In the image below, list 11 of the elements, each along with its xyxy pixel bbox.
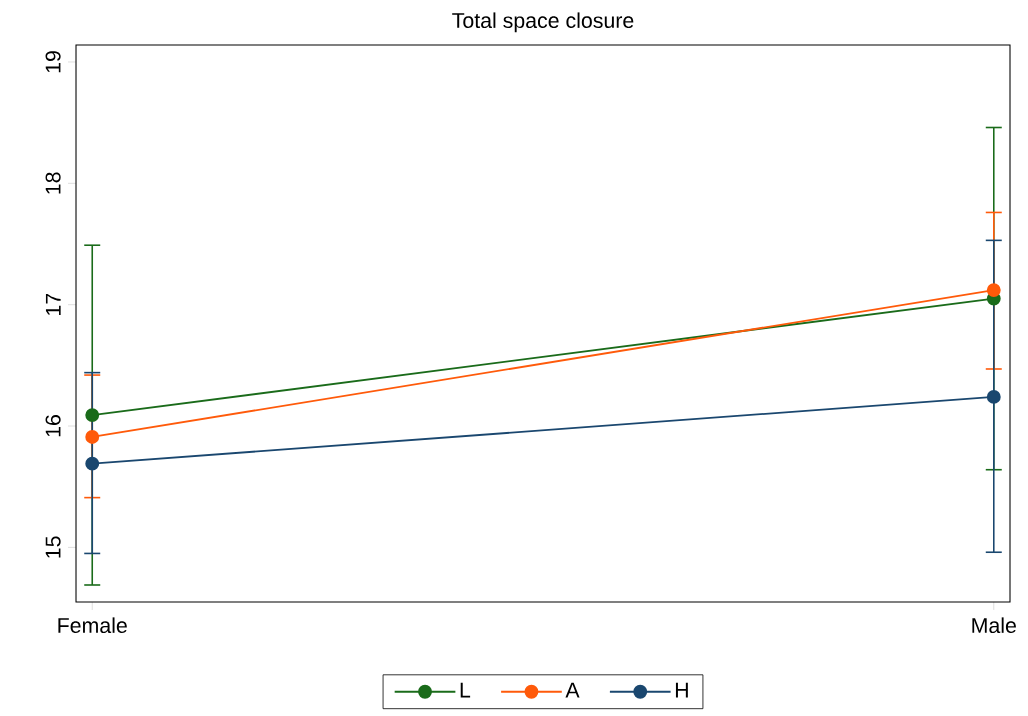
legend-label: A <box>565 682 580 698</box>
y-tick-label: 18 <box>45 172 61 194</box>
x-tick-label: Male <box>972 617 1016 634</box>
y-tick-label: 19 <box>45 51 61 73</box>
y-tick-label: 17 <box>45 293 61 315</box>
x-tick-label: Female <box>58 617 127 634</box>
chart-title: Total space closure <box>452 12 634 33</box>
y-tick-label: 15 <box>45 536 61 558</box>
y-tick-label: 16 <box>45 415 61 437</box>
legend-label: H <box>675 682 688 698</box>
legend-label: L <box>460 682 471 698</box>
